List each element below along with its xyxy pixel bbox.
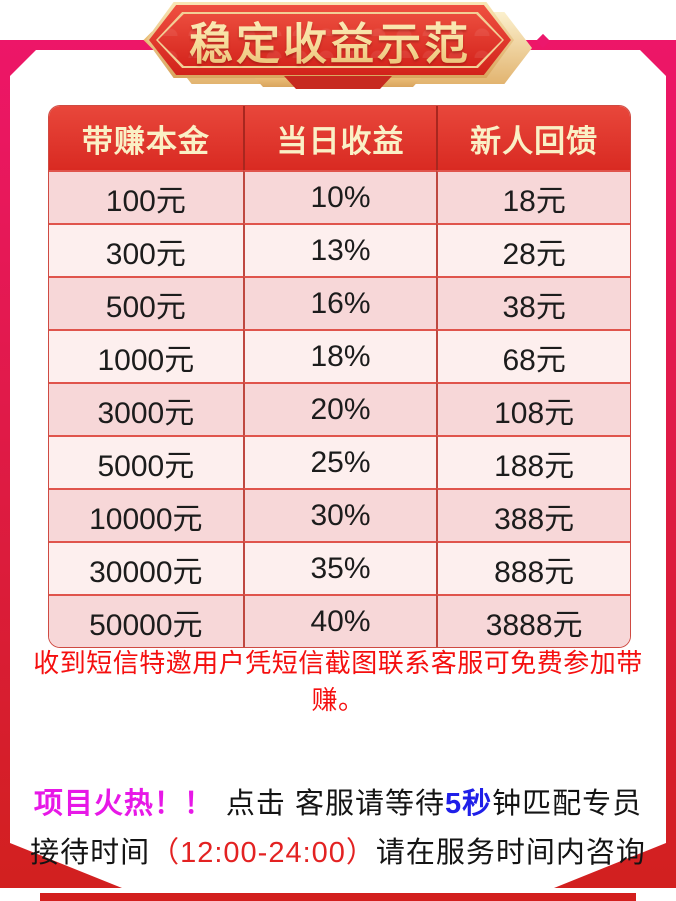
table-cell: 68元 (436, 329, 630, 382)
rate-table-head-row: 带赚本金 当日收益 新人回馈 (49, 106, 630, 170)
table-cell: 18% (242, 329, 437, 382)
table-row: 1000元 18% 68元 (49, 329, 630, 382)
table-cell: 108元 (436, 382, 630, 435)
banner: 稳定收益示范 (143, 0, 551, 92)
table-cell: 25% (242, 435, 437, 488)
banner-title: 稳定收益示范 (146, 2, 514, 78)
table-cell: 5000元 (49, 435, 243, 488)
table-cell: 10000元 (49, 488, 243, 541)
table-row: 100元 10% 18元 (49, 170, 630, 223)
table-cell: 13% (242, 223, 437, 276)
notice-text: 收到短信特邀用户凭短信截图联系客服可免费参加带赚。 (33, 648, 643, 715)
banner-tab-red (284, 76, 392, 89)
frame-bottom-bar (40, 893, 636, 901)
table-cell: 28元 (436, 223, 630, 276)
table-cell: 18元 (436, 170, 630, 223)
footer-hot-label: 项目火热！！ (33, 788, 214, 820)
footer-line2-pre: 接待时间 (30, 837, 151, 869)
table-cell: 20% (242, 382, 437, 435)
table-cell: 500元 (49, 276, 243, 329)
table-cell: 1000元 (49, 329, 243, 382)
table-cell: 10% (242, 170, 437, 223)
table-cell: 16% (242, 276, 437, 329)
table-cell: 40% (242, 594, 437, 647)
table-row: 30000元 35% 888元 (49, 541, 630, 594)
table-cell: 100元 (49, 170, 243, 223)
table-cell: 38元 (436, 276, 630, 329)
table-cell: 3888元 (436, 594, 630, 647)
banner-red-plate: 稳定收益示范 (146, 2, 514, 78)
table-cell: 50000元 (49, 594, 243, 647)
table-cell: 30% (242, 488, 437, 541)
column-header: 新人回馈 (436, 106, 630, 170)
table-row: 10000元 30% 388元 (49, 488, 630, 541)
table-cell: 188元 (436, 435, 630, 488)
footer: 项目火热！！ 点击 客服请等待5秒钟匹配专员 接待时间（12:00-24:00）请… (14, 780, 662, 878)
footer-seconds-label: 5秒 (444, 788, 493, 820)
rate-table: 带赚本金 当日收益 新人回馈 100元 10% 18元 300元 13% 28元 500元 16%… (48, 105, 631, 648)
table-cell: 35% (242, 541, 437, 594)
footer-line1-text: 点击 客服请等待 (225, 788, 445, 820)
table-cell: 888元 (436, 541, 630, 594)
table-row: 500元 16% 38元 (49, 276, 630, 329)
table-row: 3000元 20% 108元 (49, 382, 630, 435)
table-row: 300元 13% 28元 (49, 223, 630, 276)
column-header: 带赚本金 (49, 106, 243, 170)
column-header: 当日收益 (242, 106, 437, 170)
footer-line1-tail: 钟匹配专员 (492, 788, 643, 820)
footer-line2: 接待时间（12:00-24:00）请在服务时间内咨询 (14, 829, 662, 878)
footer-service-hours: （12:00-24:00） (150, 837, 376, 869)
table-cell: 3000元 (49, 382, 243, 435)
table-row: 50000元 40% 3888元 (49, 594, 630, 647)
table-cell: 30000元 (49, 541, 243, 594)
footer-line2-post: 请在服务时间内咨询 (375, 837, 646, 869)
footer-line1: 项目火热！！ 点击 客服请等待5秒钟匹配专员 (14, 780, 662, 829)
table-cell: 388元 (436, 488, 630, 541)
table-row: 5000元 25% 188元 (49, 435, 630, 488)
table-cell: 300元 (49, 223, 243, 276)
